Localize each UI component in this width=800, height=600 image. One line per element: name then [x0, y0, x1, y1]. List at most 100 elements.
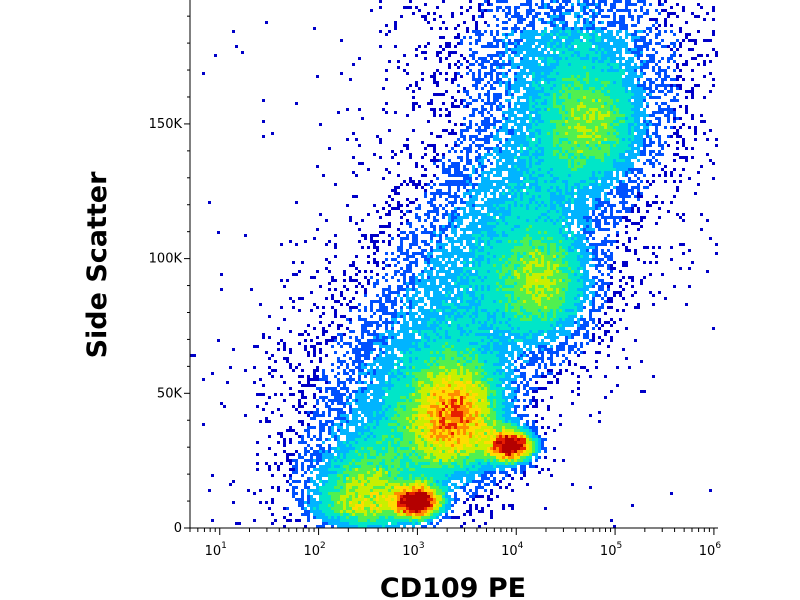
density-cell — [622, 57, 625, 60]
density-cell — [565, 120, 568, 123]
density-cell — [439, 255, 442, 258]
density-cell — [565, 180, 568, 183]
density-cell — [526, 57, 529, 60]
density-cell — [523, 246, 526, 249]
density-cell — [502, 180, 505, 183]
density-cell — [445, 243, 448, 246]
density-cell — [607, 249, 610, 252]
density-cell — [619, 162, 622, 165]
density-cell — [592, 72, 595, 75]
density-cell — [484, 165, 487, 168]
density-cell — [595, 45, 598, 48]
density-cell — [484, 126, 487, 129]
density-cell — [586, 117, 589, 120]
density-cell — [610, 165, 613, 168]
density-cell — [520, 57, 523, 60]
density-cell — [481, 105, 484, 108]
density-cell — [616, 231, 619, 234]
density-cell — [544, 240, 547, 243]
density-cell — [601, 93, 604, 96]
density-cell — [517, 201, 520, 204]
density-cell — [376, 234, 379, 237]
density-cell — [568, 246, 571, 249]
density-cell — [559, 30, 562, 33]
density-cell — [514, 207, 517, 210]
density-cell — [424, 192, 427, 195]
density-cell — [532, 129, 535, 132]
density-cell — [619, 129, 622, 132]
density-cell — [685, 111, 688, 114]
density-cell — [541, 186, 544, 189]
density-cell — [493, 123, 496, 126]
density-cell — [619, 195, 622, 198]
density-cell — [382, 240, 385, 243]
density-cell — [511, 60, 514, 63]
density-cell — [487, 3, 490, 6]
density-cell — [565, 66, 568, 69]
density-cell — [610, 114, 613, 117]
density-cell — [508, 174, 511, 177]
density-cell — [526, 153, 529, 156]
density-cell — [643, 99, 646, 102]
density-cell — [451, 195, 454, 198]
density-cell — [565, 126, 568, 129]
density-cell — [496, 138, 499, 141]
density-cell — [502, 198, 505, 201]
density-cell — [628, 156, 631, 159]
density-cell — [460, 141, 463, 144]
density-cell — [580, 69, 583, 72]
density-cell — [616, 30, 619, 33]
density-cell — [520, 18, 523, 21]
density-cell — [403, 69, 406, 72]
density-cell — [610, 69, 613, 72]
density-cell — [571, 177, 574, 180]
density-cell — [535, 165, 538, 168]
density-cell — [577, 48, 580, 51]
density-cell — [565, 243, 568, 246]
density-cell — [613, 6, 616, 9]
density-cell — [577, 219, 580, 222]
density-cell — [706, 12, 709, 15]
density-cell — [334, 234, 337, 237]
density-cell — [502, 246, 505, 249]
density-cell — [613, 69, 616, 72]
density-cell — [637, 138, 640, 141]
density-cell — [523, 198, 526, 201]
density-cell — [538, 252, 541, 255]
density-cell — [451, 243, 454, 246]
density-cell — [478, 111, 481, 114]
density-cell — [463, 231, 466, 234]
density-cell — [544, 144, 547, 147]
density-cell — [604, 45, 607, 48]
density-cell — [601, 75, 604, 78]
density-cell — [607, 99, 610, 102]
density-cell — [508, 42, 511, 45]
density-cell — [493, 102, 496, 105]
density-cell — [583, 45, 586, 48]
density-cell — [613, 54, 616, 57]
density-cell — [544, 87, 547, 90]
density-cell — [505, 156, 508, 159]
density-cell — [469, 234, 472, 237]
density-cell — [637, 150, 640, 153]
density-cell — [433, 12, 436, 15]
density-cell — [517, 243, 520, 246]
density-cell — [508, 156, 511, 159]
density-cell — [490, 33, 493, 36]
density-cell — [466, 153, 469, 156]
density-cell — [664, 69, 667, 72]
density-cell — [544, 180, 547, 183]
density-cell — [595, 222, 598, 225]
density-cell — [478, 159, 481, 162]
density-cell — [565, 48, 568, 51]
density-cell — [529, 12, 532, 15]
density-cell — [523, 117, 526, 120]
density-cell — [532, 153, 535, 156]
density-cell — [625, 30, 628, 33]
density-cell — [463, 147, 466, 150]
density-cell — [565, 105, 568, 108]
density-cell — [508, 141, 511, 144]
density-cell — [583, 171, 586, 174]
density-cell — [544, 153, 547, 156]
density-cell — [679, 117, 682, 120]
